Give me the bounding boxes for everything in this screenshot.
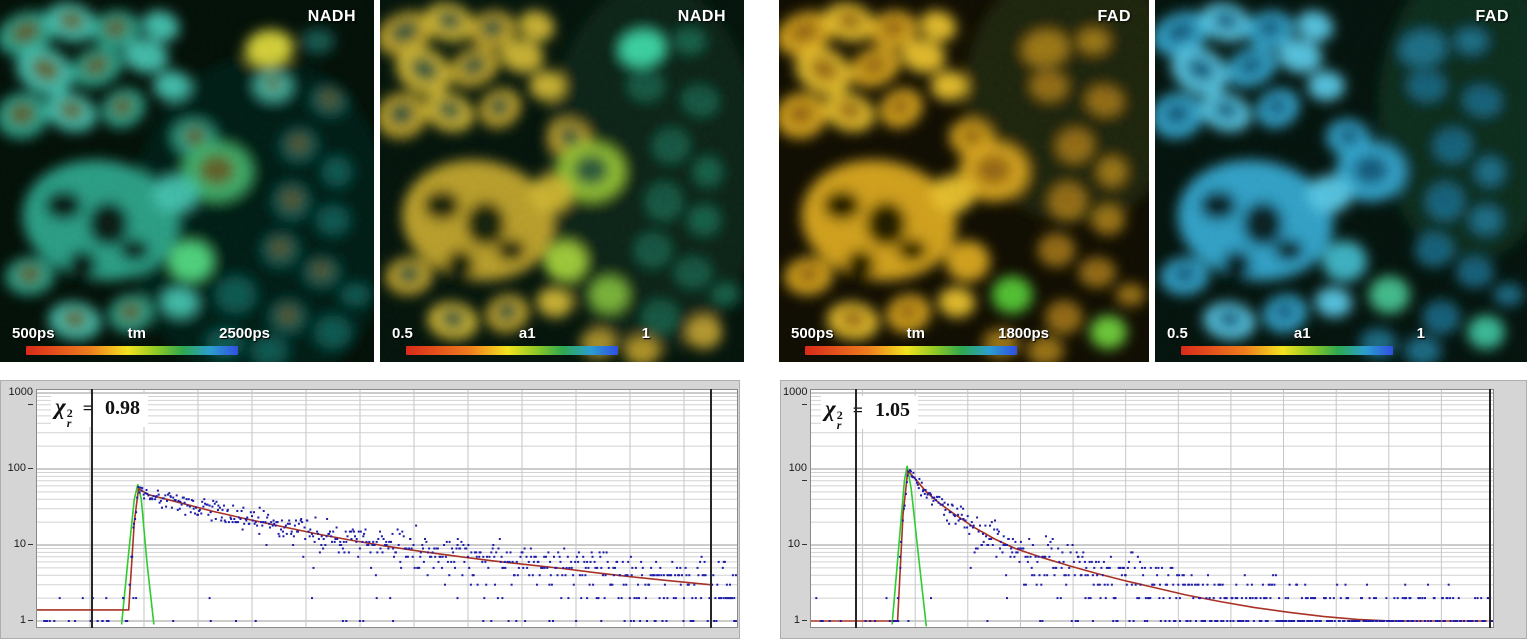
y-axis-tick-label: 1000 bbox=[783, 386, 807, 410]
time-cursor-line-right[interactable] bbox=[1488, 389, 1491, 628]
y-axis-tick-label: 10 bbox=[783, 538, 807, 550]
colorbar-max-label: 1800ps bbox=[998, 325, 1049, 342]
equals-sign: = bbox=[852, 400, 863, 420]
rainbow-colorbar bbox=[805, 346, 1017, 355]
flim-panel-fad-a1: FAD 0.5 a1 1 bbox=[1155, 0, 1527, 362]
flim-panel-fad-tm: FAD 500ps tm 1800ps bbox=[779, 0, 1149, 362]
panel-label: NADH bbox=[307, 8, 356, 25]
colorbar-labels: 500ps tm 2500ps bbox=[12, 325, 270, 342]
rainbow-colorbar bbox=[1181, 346, 1393, 355]
y-axis-tick-label: 10 bbox=[3, 538, 33, 550]
colorbar-max-label: 2500ps bbox=[219, 325, 270, 342]
equals-sign: = bbox=[82, 398, 93, 418]
decay-plot-area bbox=[810, 389, 1494, 628]
microscopy-image-nadh-a1 bbox=[380, 0, 744, 362]
y-axis-tick-label: 1 bbox=[783, 614, 807, 626]
colorbar-param-label: a1 bbox=[518, 325, 536, 342]
flim-panel-nadh-tm: NADH 500ps tm 2500ps bbox=[0, 0, 374, 362]
colorbar-labels: 0.5 a1 1 bbox=[1167, 325, 1425, 342]
colorbar-param-label: tm bbox=[127, 325, 146, 342]
decay-plot-area bbox=[36, 389, 738, 628]
panel-label: NADH bbox=[677, 8, 726, 25]
microscopy-image-fad-a1 bbox=[1155, 0, 1527, 362]
colorbar-min-label: 0.5 bbox=[392, 325, 413, 342]
time-cursor-line-left[interactable] bbox=[855, 389, 858, 628]
y-axis-tick-label: 100 bbox=[783, 462, 807, 486]
chi-symbol: χ bbox=[825, 396, 836, 421]
chi-squared-value: 0.98 bbox=[104, 397, 140, 419]
rainbow-colorbar bbox=[26, 346, 238, 355]
chi-symbol: χ bbox=[55, 394, 66, 419]
colorbar-param-label: a1 bbox=[1293, 325, 1311, 342]
colorbar-param-label: tm bbox=[906, 325, 925, 342]
y-axis-tick-label: 100 bbox=[3, 462, 33, 474]
colorbar-labels: 500ps tm 1800ps bbox=[791, 325, 1049, 342]
decay-chart-fad: χ 2 r = 1.05 1000 100 10 1 bbox=[780, 380, 1527, 639]
panel-label: FAD bbox=[1097, 8, 1131, 25]
colorbar-labels: 0.5 a1 1 bbox=[392, 325, 650, 342]
chi-squared-value: 1.05 bbox=[874, 399, 910, 421]
microscopy-image-nadh-tm bbox=[0, 0, 374, 362]
y-axis-tick-label: 1 bbox=[3, 614, 33, 626]
chi-squared-annotation: χ 2 r = 0.98 bbox=[51, 394, 148, 430]
time-cursor-line-right[interactable] bbox=[709, 389, 712, 628]
y-axis-tick-label: 1000 bbox=[3, 386, 33, 410]
colorbar-max-label: 1 bbox=[1416, 325, 1425, 342]
rainbow-colorbar bbox=[406, 346, 618, 355]
microscopy-image-fad-tm bbox=[779, 0, 1149, 362]
colorbar-min-label: 500ps bbox=[791, 325, 834, 342]
chi-squared-annotation: χ 2 r = 1.05 bbox=[821, 396, 918, 432]
decay-chart-nadh: χ 2 r = 0.98 1000 100 10 1 bbox=[0, 380, 740, 639]
panel-label: FAD bbox=[1475, 8, 1509, 25]
colorbar-min-label: 500ps bbox=[12, 325, 55, 342]
time-cursor-line-left[interactable] bbox=[90, 389, 93, 628]
colorbar-max-label: 1 bbox=[641, 325, 650, 342]
flim-panel-nadh-a1: NADH 0.5 a1 1 bbox=[380, 0, 744, 362]
colorbar-min-label: 0.5 bbox=[1167, 325, 1188, 342]
